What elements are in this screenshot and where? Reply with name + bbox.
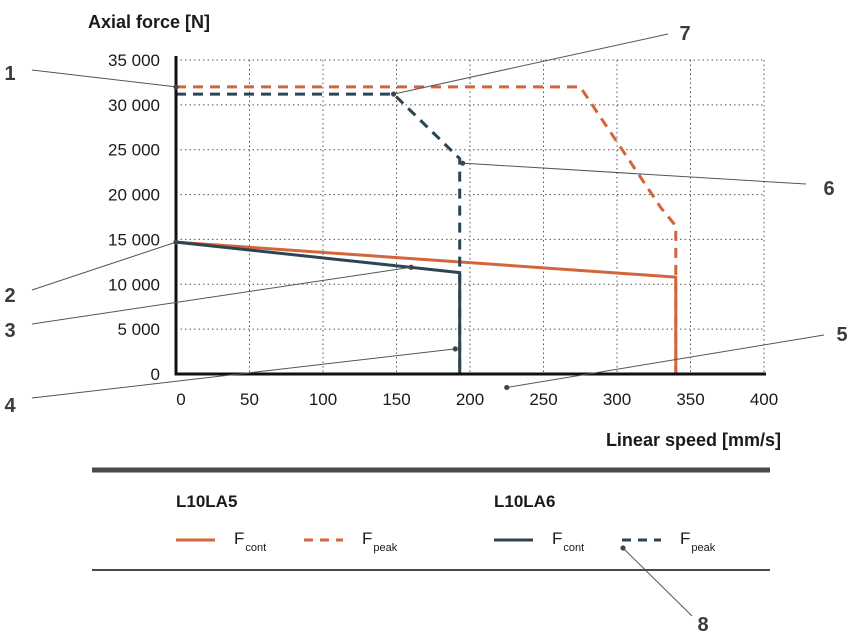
callout-number-7: 7	[679, 23, 690, 45]
callout-number-5: 5	[836, 324, 847, 346]
x-tick-label: 200	[456, 390, 484, 409]
series-line-l10la6-peak	[176, 92, 462, 374]
legend-label-l10la5-peak: Fpeak	[362, 529, 398, 554]
y-tick-label: 30 000	[108, 96, 160, 115]
series-line-l10la6-cont	[175, 240, 462, 374]
callout-dot	[452, 346, 458, 352]
series-line-l10la5-cont	[175, 240, 678, 374]
legend-label-l10la5-cont: Fcont	[234, 529, 266, 554]
y-tick-label: 15 000	[108, 230, 160, 249]
callout-number-6: 6	[823, 178, 834, 200]
callout-dot	[390, 91, 397, 97]
callout-leader	[31, 348, 456, 399]
legend-group-l10la6: L10LA6	[494, 492, 555, 511]
tick-labels: 0 50 100 150 200 250 300 350 400 0 5 000 10 000 15 0…	[108, 51, 778, 409]
y-axis-label: Axial force [N]	[88, 12, 210, 32]
y-tick-label: 20 000	[108, 186, 160, 205]
x-tick-label: 0	[176, 390, 185, 409]
x-tick-label: 400	[750, 390, 778, 409]
callout-leader	[31, 241, 177, 291]
callout-leader	[506, 334, 825, 388]
y-tick-label: 35 000	[108, 51, 160, 70]
x-tick-label: 350	[676, 390, 704, 409]
callout-dot	[504, 384, 510, 391]
callout-dot	[173, 84, 179, 90]
callout-number-8: 8	[697, 614, 708, 636]
callout-leader	[462, 162, 807, 185]
legend-group-l10la5: L10LA5	[176, 492, 237, 511]
callouts: 1 2 3 4 5 6 7 8	[4, 23, 847, 636]
callout-dot	[408, 264, 414, 270]
legend-label-l10la6-cont: Fcont	[552, 529, 584, 554]
series-line-l10la5-peak	[176, 85, 678, 374]
callout-leader	[393, 33, 669, 95]
y-tick-label: 0	[151, 365, 160, 384]
callout-number-4: 4	[4, 395, 16, 417]
x-tick-label: 250	[529, 390, 557, 409]
callout-number-2: 2	[4, 285, 15, 307]
x-tick-label: 50	[240, 390, 259, 409]
y-tick-label: 10 000	[108, 275, 160, 294]
callout-leader	[31, 266, 412, 325]
axes	[174, 56, 766, 376]
x-tick-label: 300	[603, 390, 631, 409]
x-axis-label: Linear speed [mm/s]	[606, 430, 781, 450]
callout-dot	[460, 160, 466, 166]
series-layer	[175, 85, 678, 374]
y-tick-label: 5 000	[117, 320, 160, 339]
legend: L10LA5 L10LA6 Fcont Fpeak Fcont Fpeak	[92, 467, 770, 571]
callout-leader	[622, 547, 693, 617]
x-tick-label: 100	[309, 390, 337, 409]
callout-dot	[620, 545, 626, 551]
callout-dot	[173, 239, 179, 245]
legend-label-l10la6-peak: Fpeak	[680, 529, 716, 554]
callout-number-1: 1	[4, 63, 15, 85]
x-tick-label: 150	[382, 390, 410, 409]
grid	[176, 59, 765, 374]
callout-number-3: 3	[4, 320, 15, 342]
y-tick-label: 25 000	[108, 141, 160, 160]
callout-leader	[31, 69, 177, 88]
